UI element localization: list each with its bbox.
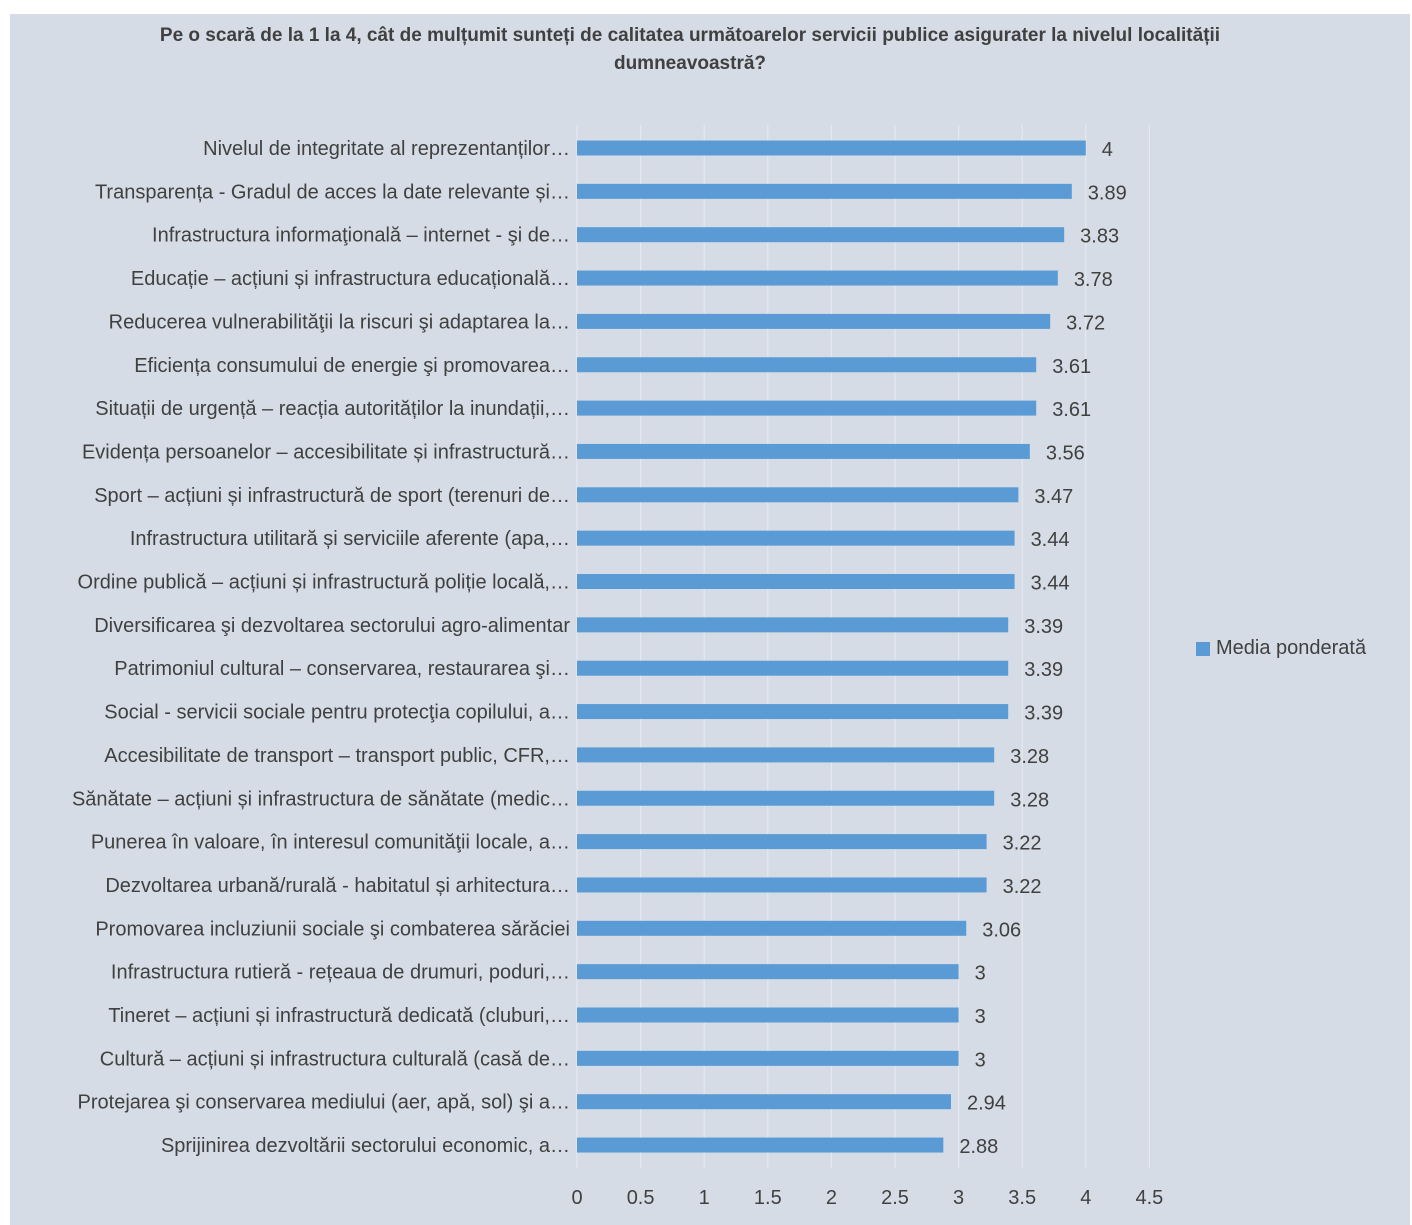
legend-swatch	[1196, 641, 1210, 656]
data-label: 3.61	[1052, 399, 1091, 421]
data-label: 3.83	[1080, 226, 1119, 248]
category-label: Cultură – acțiuni și infrastructura cult…	[100, 1048, 570, 1070]
data-label: 3.44	[1031, 529, 1070, 551]
bar	[577, 140, 1086, 156]
category-label: Transparența - Gradul de acces la date r…	[95, 181, 570, 203]
bar	[577, 1007, 959, 1023]
bar	[577, 574, 1015, 589]
category-label: Patrimoniul cultural – conservarea, rest…	[114, 658, 570, 680]
bar	[577, 530, 1015, 546]
category-label: Protejarea şi conservarea mediului (aer,…	[78, 1092, 570, 1114]
bar	[577, 1137, 944, 1153]
category-label: Dezvoltarea urbană/rurală - habitatul și…	[105, 875, 570, 897]
bar	[577, 660, 1009, 676]
category-labels: Nivelul de integritate al reprezentanțil…	[72, 138, 570, 1157]
gridlines	[576, 125, 1150, 1168]
category-label: Evidența persoanelor – accesibilitate și…	[82, 441, 570, 463]
category-label: Reducerea vulnerabilităţii la riscuri şi…	[109, 311, 570, 333]
data-label: 3.28	[1010, 746, 1049, 768]
data-label: 3.39	[1024, 616, 1063, 638]
data-label: 3.22	[1003, 876, 1042, 898]
data-label: 3.28	[1010, 789, 1049, 811]
data-label: 3.89	[1088, 182, 1127, 204]
legend-label: Media ponderată	[1216, 637, 1367, 659]
category-label: Infrastructura rutieră - rețeaua de drum…	[111, 962, 570, 984]
data-label: 3.06	[982, 919, 1021, 941]
category-label: Sănătate – acțiuni și infrastructura de …	[72, 788, 570, 810]
chart-title: Pe o scară de la 1 la 4, cât de mulțumit…	[159, 25, 1221, 74]
bar	[577, 877, 987, 893]
data-label: 3.56	[1046, 442, 1085, 464]
data-label: 3	[975, 963, 986, 985]
category-label: Eficiența consumului de energie şi promo…	[134, 355, 570, 377]
data-label: 2.88	[959, 1136, 998, 1158]
bar	[577, 704, 1009, 720]
x-tick-label: 3	[953, 1187, 964, 1209]
data-label: 3.44	[1031, 573, 1070, 595]
x-tick-label: 0.5	[627, 1187, 655, 1209]
x-tick-label: 2	[826, 1187, 837, 1209]
x-tick-label: 2.5	[881, 1187, 909, 1209]
data-label: 3.22	[1003, 833, 1042, 855]
x-tick-label: 4.5	[1135, 1187, 1163, 1209]
data-label: 3.61	[1052, 356, 1091, 378]
category-label: Diversificarea şi dezvoltarea sectorului…	[94, 615, 570, 637]
bar	[577, 443, 1030, 459]
x-tick-label: 1	[699, 1187, 710, 1209]
bar	[577, 357, 1037, 373]
data-labels: 4 3.89 3.83 3.78 3.72 3.61 3.61 3.56 3.47 3.44 3.4…	[959, 139, 1126, 1158]
category-label: Accesibilitate de transport – transport …	[104, 745, 570, 767]
bar	[577, 400, 1037, 416]
bar	[577, 270, 1058, 286]
data-label: 3	[975, 1049, 986, 1071]
category-label: Punerea în valoare, în interesul comunit…	[91, 832, 570, 854]
bar	[577, 487, 1019, 503]
bar	[577, 747, 995, 763]
bar	[577, 1094, 951, 1110]
category-label: Infrastructura utilitară și serviciile a…	[130, 528, 570, 550]
category-label: Sport – acțiuni și infrastructură de spo…	[94, 485, 570, 507]
bar	[577, 834, 987, 850]
bar	[577, 920, 967, 936]
x-tick-label: 0	[571, 1187, 582, 1209]
x-axis-ticks: 0 0.5 1 1.5 2 2.5 3 3.5 4 4.5	[571, 1187, 1163, 1209]
bar	[577, 1050, 959, 1066]
category-label: Tineret – acțiuni și infrastructură dedi…	[108, 1005, 570, 1027]
data-label: 4	[1102, 139, 1113, 161]
category-label: Sprijinirea dezvoltării sectorului econo…	[161, 1135, 570, 1157]
data-label: 3.47	[1034, 486, 1073, 508]
bar	[577, 790, 995, 806]
category-label: Situații de urgență – reacția autorități…	[95, 398, 570, 420]
bar	[577, 313, 1051, 329]
data-label: 3.39	[1024, 659, 1063, 681]
bar	[577, 617, 1009, 633]
data-label: 3	[975, 1006, 986, 1028]
category-label: Promovarea incluziunii sociale şi combat…	[95, 918, 570, 940]
bar	[577, 964, 959, 980]
category-label: Infrastructura informaţională – internet…	[152, 225, 570, 247]
x-tick-label: 1.5	[754, 1187, 782, 1209]
data-label: 3.78	[1074, 269, 1113, 291]
category-label: Social - servicii sociale pentru protecţ…	[104, 702, 570, 724]
x-tick-label: 3.5	[1008, 1187, 1036, 1209]
category-label: Ordine publică – acțiuni și infrastructu…	[78, 572, 570, 594]
bar	[577, 227, 1065, 243]
legend: Media ponderată	[1196, 637, 1366, 660]
x-tick-label: 4	[1080, 1187, 1091, 1209]
data-label: 3.72	[1066, 312, 1105, 334]
bar	[577, 183, 1072, 199]
category-label: Nivelul de integritate al reprezentanțil…	[203, 138, 570, 160]
bars	[577, 140, 1086, 1153]
category-label: Educație – acțiuni și infrastructura edu…	[131, 268, 570, 290]
data-label: 2.94	[967, 1093, 1006, 1115]
data-label: 3.39	[1024, 703, 1063, 725]
